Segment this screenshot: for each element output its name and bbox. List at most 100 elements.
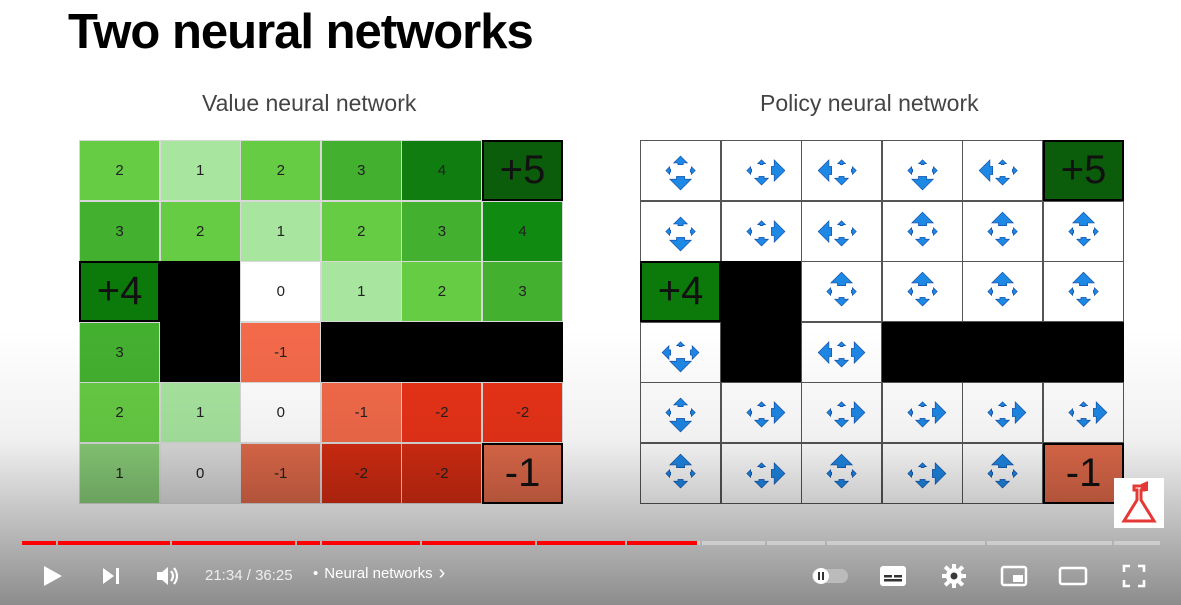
arrow-down-icon <box>995 236 1011 247</box>
time-display: 21:34 / 36:25 <box>205 567 293 584</box>
play-icon <box>44 566 62 586</box>
chapter-segment[interactable] <box>827 541 985 545</box>
policy-cell <box>801 382 883 444</box>
arrow-up-icon <box>917 401 927 408</box>
value-wall-cell <box>159 321 241 383</box>
value-cell: -2 <box>401 382 483 444</box>
arrow-up-icon <box>672 216 689 226</box>
fullscreen-button[interactable] <box>1118 560 1150 592</box>
played-progress <box>422 541 535 545</box>
settings-button[interactable] <box>938 560 970 592</box>
subtitles-button[interactable] <box>877 560 909 592</box>
arrow-right-icon <box>1012 401 1027 425</box>
player-controls: 21:34 / 36:25 • Neural networks › <box>0 550 1181 600</box>
value-cell: 3 <box>401 200 483 262</box>
arrow-right-icon <box>1093 226 1099 236</box>
progress-bar[interactable] <box>22 541 1162 545</box>
policy-cell <box>962 200 1044 262</box>
value-cell: 1 <box>240 200 322 262</box>
chapter-segment[interactable] <box>322 541 420 545</box>
arrow-up-icon <box>991 211 1015 226</box>
arrow-down-icon <box>669 176 693 191</box>
policy-cell <box>881 261 963 323</box>
value-cell: 0 <box>159 443 241 505</box>
arrow-down-icon <box>834 176 850 186</box>
page-title: Two neural networks <box>68 5 534 59</box>
value-cell: 1 <box>79 443 161 505</box>
current-time: 21:34 <box>205 567 243 584</box>
value-grid: 2 1 2 3 4 +5 3 2 1 2 3 4 +4 0 1 2 3 3 -1 2 1 0 -1 -2 -2 1 0 -1 -2 -2-… <box>79 140 564 505</box>
arrow-up-icon <box>669 453 693 468</box>
arrow-up-icon <box>837 341 847 347</box>
arrow-down-icon <box>834 297 850 307</box>
arrow-down-icon <box>834 418 850 428</box>
chapter-segment[interactable] <box>767 541 825 545</box>
autoplay-toggle[interactable] <box>812 560 848 592</box>
arrow-right-icon <box>931 401 947 425</box>
policy-cell <box>962 261 1044 323</box>
value-cell: -2 <box>401 443 483 505</box>
flask-icon <box>1121 484 1157 523</box>
arrow-down-icon <box>1075 418 1092 428</box>
arrow-left-icon <box>987 287 994 297</box>
value-cell: 4 <box>482 200 564 262</box>
arrow-down-icon <box>995 297 1011 307</box>
volume-button[interactable] <box>152 560 184 592</box>
arrow-left-icon <box>826 468 833 479</box>
arrow-up-icon <box>991 453 1015 468</box>
arrow-up-icon <box>1078 401 1089 408</box>
arrow-down-icon <box>910 176 934 191</box>
chapter-button[interactable]: • Neural networks › <box>313 563 445 583</box>
chapter-segment[interactable] <box>22 541 56 545</box>
arrow-left-icon <box>907 165 913 176</box>
arrow-down-icon <box>914 297 930 307</box>
policy-grid: +5 +4 -1 <box>640 140 1125 505</box>
miniplayer-button[interactable] <box>998 560 1030 592</box>
arrow-right-icon <box>1093 287 1099 297</box>
chapter-segment[interactable] <box>1114 541 1160 545</box>
arrow-right-icon <box>931 462 947 485</box>
value-wall-cell <box>320 321 402 383</box>
value-cell: 0 <box>240 261 322 323</box>
value-cell: 3 <box>79 321 161 383</box>
arrow-left-icon <box>987 408 994 418</box>
policy-cell <box>640 321 722 383</box>
arrow-left-icon <box>907 226 913 236</box>
played-progress <box>322 541 420 545</box>
value-cell: -1 <box>240 443 322 505</box>
arrow-left-icon <box>826 408 833 418</box>
chapter-dot: • <box>313 565 319 582</box>
chapter-segment[interactable] <box>702 541 765 545</box>
chapter-segment[interactable] <box>297 541 320 545</box>
value-network-label: Value neural network <box>202 90 417 116</box>
chapter-segment[interactable] <box>422 541 535 545</box>
channel-watermark[interactable] <box>1114 478 1164 528</box>
arrow-up-icon <box>998 159 1008 165</box>
chapter-title: Neural networks <box>324 565 433 582</box>
chapter-segment[interactable] <box>172 541 295 545</box>
policy-cell <box>801 443 883 505</box>
arrow-right-icon <box>931 287 938 297</box>
next-button[interactable] <box>95 560 127 592</box>
time-separator: / <box>242 567 256 584</box>
chapter-segment[interactable] <box>627 541 700 545</box>
arrow-up-icon <box>756 159 766 165</box>
value-cell: -2 <box>482 382 564 444</box>
policy-terminal-cell: +4 <box>640 261 722 323</box>
chapter-segment[interactable] <box>987 541 1112 545</box>
arrow-up-icon <box>917 159 927 165</box>
theater-mode-button[interactable] <box>1057 560 1089 592</box>
value-cell: 4 <box>401 140 483 202</box>
arrow-up-icon <box>837 401 847 408</box>
policy-cell <box>962 382 1044 444</box>
chapter-segment[interactable] <box>537 541 625 545</box>
policy-terminal-cell: -1 <box>1043 443 1125 505</box>
arrow-right-icon <box>931 165 938 176</box>
arrow-down-icon <box>995 418 1011 428</box>
play-button[interactable] <box>37 560 69 592</box>
subtitles-icon <box>880 566 906 586</box>
chapter-segment[interactable] <box>58 541 170 545</box>
value-cell: +4 <box>79 261 161 323</box>
arrow-up-icon <box>910 271 934 287</box>
policy-wall-cell <box>720 261 802 323</box>
